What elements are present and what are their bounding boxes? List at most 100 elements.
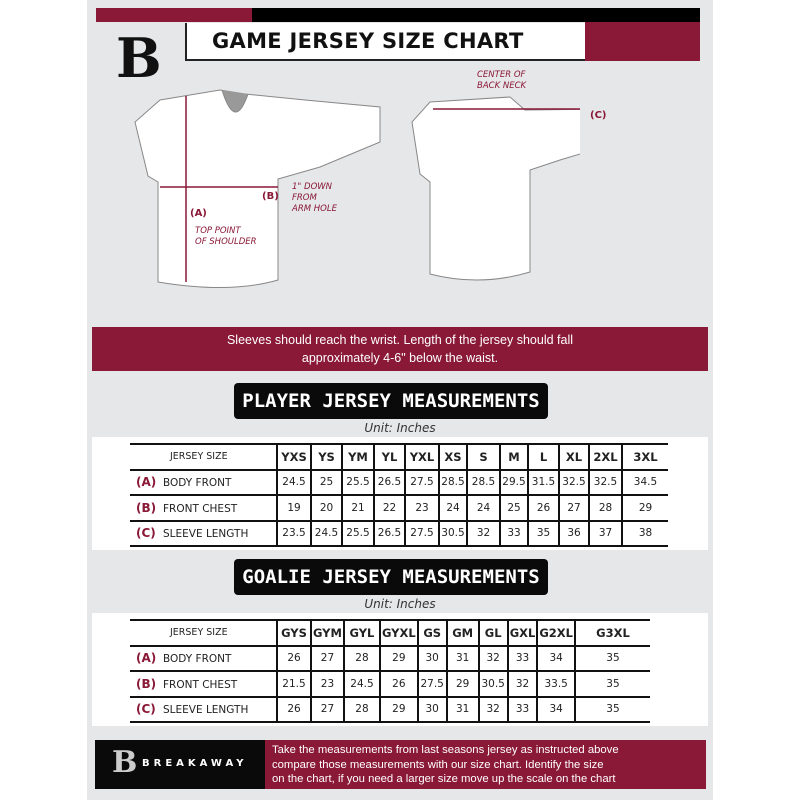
table-cell: 27.5 [416, 671, 447, 698]
table-cell: 31 [445, 696, 479, 723]
table-cell: 28 [342, 645, 380, 672]
table-cell: 19 [276, 495, 311, 522]
table-cell: 24.5 [310, 520, 342, 547]
footer-instructions: Take the measurements from last seasons … [265, 740, 706, 789]
table-cell: 25 [499, 495, 528, 522]
jersey-diagram [134, 89, 580, 288]
table-cell: 27 [310, 645, 344, 672]
label-b-desc: 1" DOWN FROM ARM HOLE [292, 182, 337, 214]
table-cell: 27.5 [404, 469, 439, 496]
top-bar-black [252, 8, 700, 22]
table-cell: 28.5 [466, 469, 500, 496]
table-cell: 38 [621, 520, 668, 547]
size-column-header: G3XL [573, 619, 650, 647]
table-cell: 30 [416, 696, 447, 723]
size-column-header: G2XL [536, 619, 575, 647]
size-column-header: GS [416, 619, 447, 647]
table-cell: 29.5 [499, 469, 528, 496]
row-label: (C) SLEEVE LENGTH [130, 696, 277, 723]
row-label: (A) BODY FRONT [130, 469, 277, 496]
table-cell: 35 [573, 671, 650, 698]
table-row: (A) BODY FRONT 26 27 28 29 30 31 32 33 34 35 [130, 645, 650, 672]
table-cell: 32 [506, 671, 538, 698]
table-cell: 34 [536, 696, 575, 723]
row-label-text: BODY FRONT [163, 653, 232, 666]
table-cell: 28 [342, 696, 380, 723]
size-column-header: GYM [310, 619, 344, 647]
table-cell: 28.5 [438, 469, 467, 496]
table-cell: 32 [466, 520, 500, 547]
row-key: (C) [136, 702, 156, 717]
size-column-header: GM [445, 619, 479, 647]
player-unit: Unit: Inches [364, 421, 436, 435]
table-cell: 35 [573, 645, 650, 672]
table-cell: 25 [310, 469, 342, 496]
row-label-text: SLEEVE LENGTH [163, 528, 249, 541]
table-cell: 27 [558, 495, 589, 522]
table-cell: 29 [621, 495, 668, 522]
row-label-text: FRONT CHEST [163, 678, 238, 691]
table-cell: 24.5 [342, 671, 380, 698]
label-c-desc: CENTER OF BACK NECK [477, 70, 527, 91]
table-cell: 24 [466, 495, 500, 522]
table-cell: 23 [310, 671, 344, 698]
size-column-header: YXL [404, 443, 439, 471]
row-label-text: FRONT CHEST [163, 502, 238, 515]
table-cell: 21.5 [276, 671, 311, 698]
size-column-header: GYXL [378, 619, 418, 647]
jersey-front-illustration [134, 89, 381, 288]
row-key: (A) [136, 475, 157, 490]
table-row: (B) FRONT CHEST 19 20 21 22 23 24 24 25 26 27 28 29 [130, 495, 668, 522]
footer-brand-name: BREAKAWAY [142, 758, 248, 769]
size-column-header: L [527, 443, 559, 471]
size-column-header: GYS [276, 619, 311, 647]
table-cell: 32 [477, 645, 508, 672]
size-header-label: JERSEY SIZE [130, 619, 277, 647]
row-label: (B) FRONT CHEST [130, 671, 277, 698]
size-column-header: GYL [342, 619, 380, 647]
table-cell: 24 [438, 495, 467, 522]
row-label: (C) SLEEVE LENGTH [130, 520, 277, 547]
table-cell: 26.5 [373, 469, 405, 496]
table-cell: 34.5 [621, 469, 668, 496]
table-row: (C) SLEEVE LENGTH 26 27 28 29 30 31 32 33 34 35 [130, 696, 650, 723]
table-cell: 34 [536, 645, 575, 672]
table-cell: 25.5 [341, 469, 374, 496]
size-column-header: YXS [276, 443, 311, 471]
table-cell: 25.5 [341, 520, 374, 547]
table-cell: 26 [527, 495, 559, 522]
row-label-text: BODY FRONT [163, 477, 232, 490]
size-header-label: JERSEY SIZE [130, 443, 277, 471]
page-title: GAME JERSEY SIZE CHART [212, 29, 524, 53]
row-label: (B) FRONT CHEST [130, 495, 277, 522]
table-cell: 26.5 [373, 520, 405, 547]
size-column-header: XS [438, 443, 467, 471]
size-column-header: YS [310, 443, 342, 471]
table-cell: 30.5 [477, 671, 508, 698]
table-cell: 33 [506, 645, 538, 672]
table-cell: 29 [378, 696, 418, 723]
size-column-header: S [466, 443, 500, 471]
row-label-text: SLEEVE LENGTH [163, 704, 249, 717]
size-header-row: JERSEY SIZE YXS YS YM YL YXL XS S M L XL 2XL 3XL [130, 443, 668, 471]
table-cell: 32.5 [558, 469, 589, 496]
table-cell: 20 [310, 495, 342, 522]
table-row: (B) FRONT CHEST 21.5 23 24.5 26 27.5 29 30.5 32 33… [130, 671, 650, 698]
title-accent [585, 22, 700, 61]
table-cell: 31.5 [527, 469, 559, 496]
player-size-table: JERSEY SIZE YXS YS YM YL YXL XS S M L XL 2XL 3XL (A) B… [130, 443, 668, 547]
label-a-desc: TOP POINT OF SHOULDER [195, 226, 257, 247]
row-label: (A) BODY FRONT [130, 645, 277, 672]
table-cell: 28 [588, 495, 622, 522]
size-column-header: M [499, 443, 528, 471]
goalie-table-panel: JERSEY SIZE GYS GYM GYL GYXL GS GM GL GXL G2XL G3X… [92, 613, 708, 726]
table-cell: 23.5 [276, 520, 311, 547]
size-column-header: GXL [506, 619, 538, 647]
table-cell: 29 [378, 645, 418, 672]
table-cell: 26 [276, 696, 311, 723]
table-row: (A) BODY FRONT 24.5 25 25.5 26.5 27.5 28.5 28.5 2… [130, 469, 668, 496]
breakaway-logo: B [116, 26, 162, 90]
size-column-header: YM [341, 443, 374, 471]
table-cell: 33.5 [536, 671, 575, 698]
row-key: (B) [136, 500, 157, 515]
